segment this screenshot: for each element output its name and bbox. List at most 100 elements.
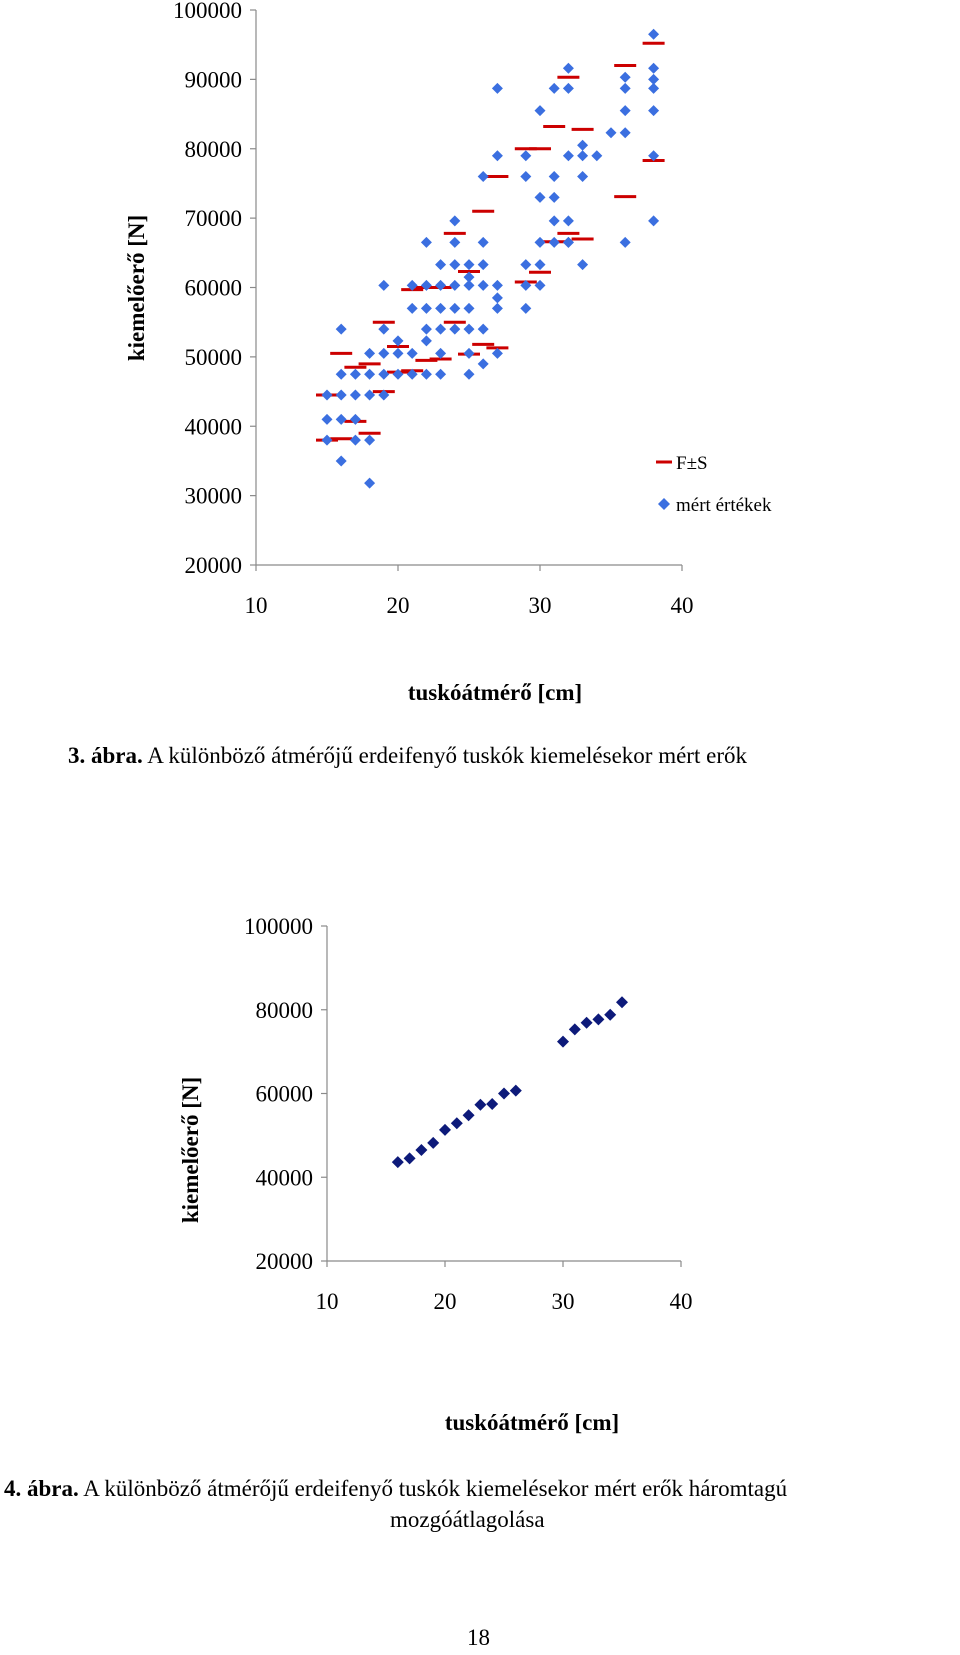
chart-3-x-axis-label: tuskóátmérő [cm] xyxy=(408,680,582,705)
data-point-diamond xyxy=(491,302,503,314)
figure-4-label: 4. ábra. xyxy=(4,1476,79,1501)
data-point-diamond xyxy=(619,236,631,248)
data-point-diamond xyxy=(548,171,560,182)
data-point-diamond xyxy=(619,82,631,94)
data-point-diamond xyxy=(580,1016,593,1029)
data-point-diamond xyxy=(462,1109,475,1122)
chart-3-x-ticks: 10 20 30 40 xyxy=(245,565,694,618)
data-point-diamond xyxy=(406,302,418,314)
data-point-diamond xyxy=(619,105,631,117)
chart-3-points xyxy=(316,28,665,489)
y-tick-label: 40000 xyxy=(256,1165,314,1190)
y-tick-label: 60000 xyxy=(185,276,243,301)
data-point-diamond xyxy=(648,73,660,85)
y-tick-label: 70000 xyxy=(185,206,243,231)
chart-4-y-axis-label: kiemelőerő [N] xyxy=(178,1077,203,1223)
data-point-diamond xyxy=(477,279,489,291)
chart-4-y-ticks: 20000 40000 60000 80000 100000 xyxy=(244,914,327,1274)
figure-4-caption-text: A különböző átmérőjű erdeifenyő tuskók k… xyxy=(78,1476,788,1501)
data-point-diamond xyxy=(321,389,333,401)
data-point-diamond xyxy=(562,62,574,74)
data-point-diamond xyxy=(435,368,447,380)
data-point-diamond xyxy=(335,455,347,467)
legend-diamond-marker xyxy=(658,498,670,510)
data-point-diamond xyxy=(378,389,390,401)
data-point-diamond xyxy=(534,259,546,271)
chart-3-legend: F±S mért értékek xyxy=(656,453,772,516)
y-tick-label: 100000 xyxy=(173,0,242,23)
data-point-diamond xyxy=(392,335,404,347)
data-point-diamond xyxy=(491,292,503,304)
data-point-diamond xyxy=(420,279,432,291)
data-point-diamond xyxy=(491,82,503,94)
data-point-diamond xyxy=(520,171,532,182)
data-point-diamond xyxy=(577,150,589,162)
data-point-diamond xyxy=(349,413,361,425)
data-point-diamond xyxy=(364,389,376,401)
y-tick-label: 20000 xyxy=(256,1249,314,1274)
data-point-diamond xyxy=(420,368,432,380)
data-point-diamond xyxy=(406,279,418,291)
figure-3-label: 3. ábra. xyxy=(68,743,143,768)
data-point-diamond xyxy=(321,413,333,425)
data-point-diamond xyxy=(463,347,475,359)
data-point-diamond xyxy=(415,1144,428,1157)
data-point-diamond xyxy=(534,191,546,203)
data-point-diamond xyxy=(449,302,461,314)
y-tick-label: 50000 xyxy=(185,345,243,370)
data-point-diamond xyxy=(335,389,347,401)
data-point-diamond xyxy=(378,347,390,359)
data-point-diamond xyxy=(520,150,532,162)
data-point-diamond xyxy=(349,434,361,446)
data-point-diamond xyxy=(463,259,475,271)
data-point-diamond xyxy=(349,368,361,380)
data-point-diamond xyxy=(420,323,432,335)
data-point-diamond xyxy=(520,302,532,314)
data-point-diamond xyxy=(335,323,347,335)
data-point-diamond xyxy=(449,323,461,335)
x-tick-label: 40 xyxy=(670,1289,693,1314)
data-point-diamond xyxy=(520,259,532,271)
data-point-diamond xyxy=(491,279,503,291)
data-point-diamond xyxy=(568,1023,581,1036)
data-point-diamond xyxy=(477,259,489,271)
data-point-diamond xyxy=(548,215,560,227)
data-point-diamond xyxy=(450,1117,463,1130)
x-tick-label: 30 xyxy=(552,1289,575,1314)
data-point-diamond xyxy=(392,368,404,380)
data-point-diamond xyxy=(449,259,461,271)
data-point-diamond xyxy=(592,1013,605,1026)
page-number: 18 xyxy=(467,1625,490,1650)
data-point-diamond xyxy=(619,127,631,139)
data-point-diamond xyxy=(577,259,589,271)
data-point-diamond xyxy=(435,323,447,335)
data-point-diamond xyxy=(557,1035,569,1048)
chart-4-x-ticks: 10 20 30 40 xyxy=(316,1261,693,1314)
data-point-diamond xyxy=(391,1156,404,1169)
data-point-diamond xyxy=(449,236,461,248)
data-point-diamond xyxy=(548,236,560,248)
data-point-diamond xyxy=(477,171,489,182)
data-point-diamond xyxy=(648,105,660,117)
data-point-diamond xyxy=(420,335,432,347)
data-point-diamond xyxy=(463,271,475,283)
data-point-diamond xyxy=(534,105,546,117)
data-point-diamond xyxy=(435,259,447,271)
data-point-diamond xyxy=(548,191,560,203)
data-point-diamond xyxy=(435,347,447,359)
data-point-diamond xyxy=(534,236,546,248)
data-point-diamond xyxy=(335,413,347,425)
chart-3-y-ticks: 20000 30000 40000 50000 60000 70000 80000 90000… xyxy=(173,0,256,578)
y-tick-label: 80000 xyxy=(185,137,243,162)
data-point-diamond xyxy=(449,215,461,227)
x-tick-label: 30 xyxy=(529,593,552,618)
data-point-diamond xyxy=(562,236,574,248)
data-point-diamond xyxy=(463,279,475,291)
data-point-diamond xyxy=(364,434,376,446)
figure-4-caption-text-2: mozgóátlagolása xyxy=(390,1507,545,1532)
data-point-diamond xyxy=(420,302,432,314)
y-tick-label: 30000 xyxy=(185,484,243,509)
figure-4-caption: 4. ábra. A különböző átmérőjű erdeifenyő… xyxy=(4,1476,787,1502)
